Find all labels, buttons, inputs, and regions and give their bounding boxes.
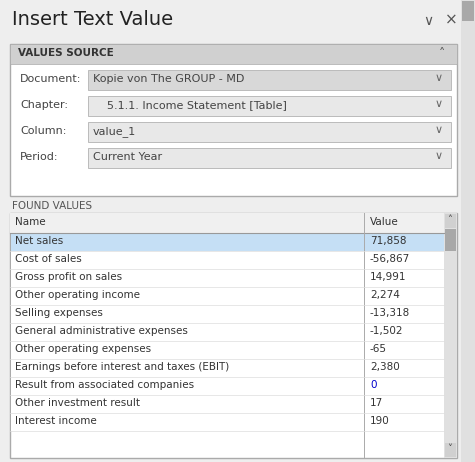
- Bar: [11, 287, 364, 305]
- Bar: [88, 70, 451, 90]
- Text: Value: Value: [370, 217, 399, 227]
- Bar: [364, 305, 444, 323]
- Bar: [445, 443, 456, 457]
- Text: 71,858: 71,858: [370, 236, 407, 246]
- Bar: [11, 413, 364, 431]
- Text: Current Year: Current Year: [93, 152, 162, 162]
- Text: 5.1.1. Income Statement [Table]: 5.1.1. Income Statement [Table]: [93, 100, 287, 110]
- Bar: [10, 44, 457, 64]
- Text: -13,318: -13,318: [370, 308, 410, 318]
- Bar: [88, 122, 451, 142]
- Text: Name: Name: [15, 217, 46, 227]
- Text: VALUES SOURCE: VALUES SOURCE: [18, 48, 114, 58]
- Text: 2,380: 2,380: [370, 362, 400, 372]
- Bar: [10, 213, 457, 458]
- Bar: [364, 341, 444, 359]
- Bar: [11, 341, 364, 359]
- Bar: [11, 377, 364, 395]
- Bar: [0, 0, 461, 42]
- Text: value_1: value_1: [93, 126, 136, 137]
- Bar: [10, 213, 364, 233]
- Text: ∨: ∨: [423, 14, 433, 28]
- Text: Insert Text Value: Insert Text Value: [12, 10, 173, 29]
- Text: Result from associated companies: Result from associated companies: [15, 380, 194, 390]
- Bar: [364, 213, 444, 233]
- Text: Period:: Period:: [20, 152, 58, 162]
- Text: Earnings before interest and taxes (EBIT): Earnings before interest and taxes (EBIT…: [15, 362, 229, 372]
- Text: FOUND VALUES: FOUND VALUES: [12, 201, 92, 211]
- Text: Column:: Column:: [20, 126, 66, 136]
- Bar: [461, 0, 475, 462]
- Bar: [364, 323, 444, 341]
- Text: ˄: ˄: [439, 47, 445, 60]
- Text: 2,274: 2,274: [370, 290, 400, 300]
- Bar: [445, 214, 456, 228]
- Text: Other operating income: Other operating income: [15, 290, 140, 300]
- Text: Other operating expenses: Other operating expenses: [15, 344, 151, 354]
- Text: Other investment result: Other investment result: [15, 398, 140, 408]
- Text: -65: -65: [370, 344, 387, 354]
- Text: Chapter:: Chapter:: [20, 100, 68, 110]
- Bar: [462, 1, 474, 21]
- Bar: [11, 269, 364, 287]
- Bar: [11, 323, 364, 341]
- Text: Cost of sales: Cost of sales: [15, 254, 82, 264]
- Bar: [364, 287, 444, 305]
- Text: 14,991: 14,991: [370, 272, 407, 282]
- Bar: [88, 148, 451, 168]
- Bar: [444, 213, 457, 458]
- Text: Net sales: Net sales: [15, 236, 63, 246]
- Bar: [10, 44, 457, 196]
- Text: 0: 0: [370, 380, 377, 390]
- Bar: [364, 269, 444, 287]
- Bar: [11, 359, 364, 377]
- Text: ∨: ∨: [435, 73, 443, 83]
- Text: ×: ×: [445, 13, 458, 28]
- Bar: [364, 251, 444, 269]
- Text: Interest income: Interest income: [15, 416, 97, 426]
- Bar: [88, 96, 451, 116]
- Bar: [11, 233, 364, 251]
- Text: General administrative expenses: General administrative expenses: [15, 326, 188, 336]
- Text: ˅: ˅: [447, 444, 452, 454]
- Bar: [364, 395, 444, 413]
- Text: Gross profit on sales: Gross profit on sales: [15, 272, 122, 282]
- Bar: [364, 233, 444, 251]
- Text: ˄: ˄: [447, 215, 452, 225]
- Text: -56,867: -56,867: [370, 254, 410, 264]
- Text: -1,502: -1,502: [370, 326, 403, 336]
- Text: Selling expenses: Selling expenses: [15, 308, 103, 318]
- Text: 190: 190: [370, 416, 390, 426]
- Bar: [364, 359, 444, 377]
- Text: ∨: ∨: [435, 99, 443, 109]
- Bar: [445, 229, 456, 251]
- Bar: [364, 377, 444, 395]
- Text: Kopie von The GROUP - MD: Kopie von The GROUP - MD: [93, 74, 244, 84]
- Text: ∨: ∨: [435, 125, 443, 135]
- Text: Document:: Document:: [20, 74, 81, 84]
- Text: 17: 17: [370, 398, 383, 408]
- Bar: [11, 395, 364, 413]
- Bar: [11, 305, 364, 323]
- Bar: [11, 251, 364, 269]
- Text: ∨: ∨: [435, 151, 443, 161]
- Bar: [364, 413, 444, 431]
